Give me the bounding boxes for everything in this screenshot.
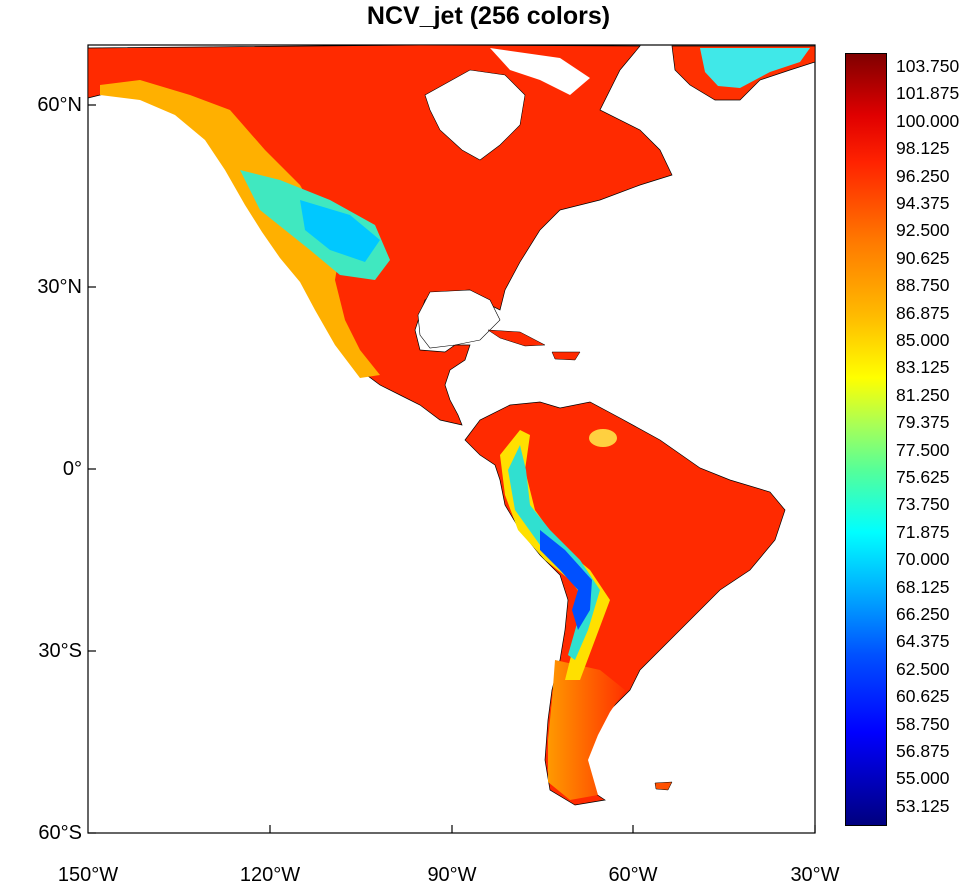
andes-ridge-core — [540, 530, 592, 630]
colorbar-label: 92.500 — [896, 220, 950, 241]
greenland-ice — [700, 48, 810, 88]
x-tick-label: 120°W — [239, 864, 301, 886]
colorbar-label: 60.625 — [896, 686, 950, 707]
colorbar-label: 64.375 — [896, 631, 950, 652]
colorbar-label: 85.000 — [896, 330, 950, 350]
hudson-bay — [424, 69, 526, 161]
guiana-highland — [589, 429, 617, 447]
colorbar-label: 77.500 — [896, 439, 950, 460]
colorbar-label: 79.375 — [896, 412, 950, 433]
y-tick-label: 30°N — [37, 276, 82, 298]
map-title: NCV_jet (256 colors) — [366, 2, 611, 30]
colorbar-label: 81.250 — [896, 384, 950, 405]
x-tick-label: 90°W — [427, 864, 477, 886]
colorbar-label: 100.000 — [896, 110, 960, 131]
colorbar-label: 96.250 — [896, 165, 950, 186]
axis-ticks — [88, 104, 816, 834]
colorbar-label: 62.500 — [896, 658, 950, 679]
x-tick-label: 30°W — [790, 864, 840, 886]
colorbar-label: 68.125 — [896, 576, 950, 597]
patagonia — [548, 660, 625, 800]
y-tick-label: 30°S — [38, 640, 82, 662]
colorbar-label: 94.375 — [896, 193, 950, 213]
colorbar-label: 86.875 — [896, 302, 950, 323]
colorbar-label: 73.750 — [896, 494, 950, 515]
colorbar-label: 90.625 — [896, 247, 950, 268]
rockies-inner — [300, 200, 380, 262]
colorbar-label: 71.875 — [896, 521, 950, 542]
arctic-water — [490, 48, 590, 95]
colorbar-label: 58.750 — [896, 713, 950, 734]
colorbar-label: 88.750 — [896, 275, 950, 296]
colorbar-label: 66.250 — [896, 604, 950, 624]
colorbar — [845, 53, 887, 826]
y-tick-label: 60°N — [37, 94, 82, 116]
x-tick-label: 150°W — [57, 864, 119, 886]
y-tick-label: 0° — [62, 458, 82, 480]
colorbar-label: 55.000 — [896, 768, 950, 789]
cuba — [487, 329, 546, 347]
colorbar-label: 75.625 — [896, 467, 950, 487]
colorbar-label: 70.000 — [896, 549, 950, 570]
falkland-islands — [654, 781, 673, 791]
colorbar-label: 101.875 — [896, 83, 960, 104]
y-tick-label: 60°S — [38, 822, 82, 844]
x-tick-label: 60°W — [608, 864, 658, 886]
colorbar-label: 98.125 — [896, 138, 950, 159]
colorbar-label: 83.125 — [896, 357, 950, 378]
gulf-of-mexico — [417, 289, 501, 349]
colorbar-label: 103.750 — [896, 56, 960, 76]
hispaniola — [551, 351, 581, 361]
colorbar-label: 56.875 — [896, 741, 950, 761]
colorbar-label: 53.125 — [896, 795, 950, 816]
